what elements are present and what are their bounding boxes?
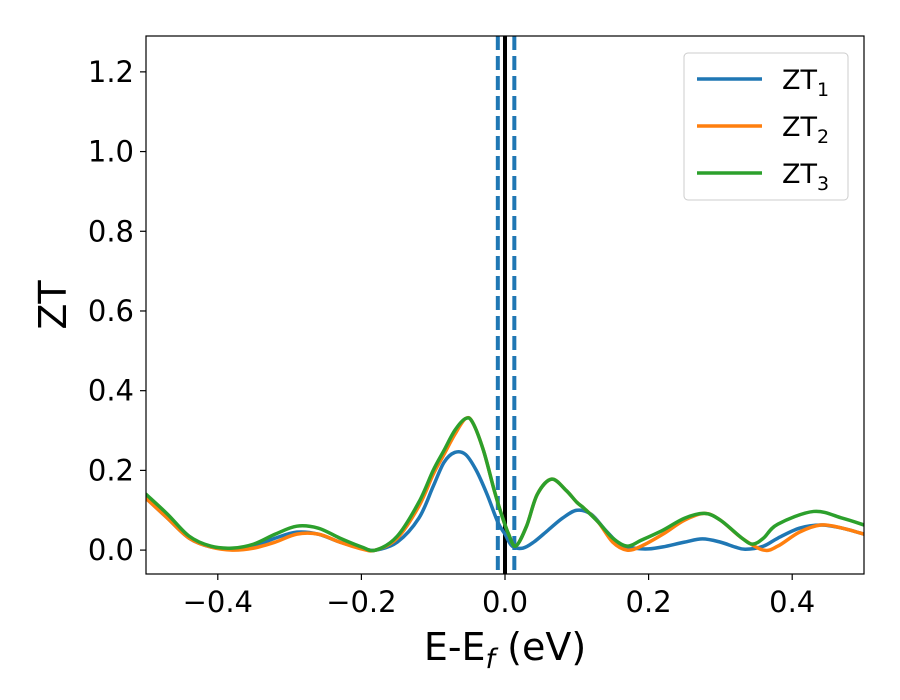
vertical-reference-lines bbox=[495, 36, 517, 574]
x-tick-label: 0.4 bbox=[769, 585, 815, 619]
plot-area bbox=[146, 36, 864, 574]
x-tick-label: −0.2 bbox=[326, 585, 396, 619]
x-axis-label: E-Ef (eV) bbox=[424, 625, 586, 675]
series-lines bbox=[146, 415, 864, 553]
y-axis-label: ZT bbox=[31, 280, 75, 330]
legend-label-2: ZT2 bbox=[782, 112, 829, 148]
y-tick-label: 0.4 bbox=[88, 374, 134, 408]
y-tick-label: 1.0 bbox=[88, 135, 134, 169]
x-tick-label: 0.2 bbox=[626, 585, 672, 619]
legend-label-3: ZT3 bbox=[782, 159, 829, 195]
y-axis: 0.0 0.2 0.4 0.6 0.8 1.0 1.2 bbox=[88, 55, 146, 567]
legend-label-1: ZT1 bbox=[782, 65, 829, 101]
y-tick-label: 0.8 bbox=[88, 214, 134, 248]
legend: ZT1 ZT2 ZT3 bbox=[683, 52, 849, 201]
legend-box bbox=[683, 52, 849, 201]
y-tick-label: 0.0 bbox=[88, 533, 134, 567]
x-tick-label: −0.4 bbox=[183, 585, 253, 619]
x-tick-label: 0.0 bbox=[482, 585, 528, 619]
series-line-3 bbox=[146, 416, 864, 553]
y-tick-label: 1.2 bbox=[88, 55, 134, 89]
y-tick-label: 0.2 bbox=[88, 453, 134, 487]
x-axis: −0.4 −0.2 0.0 0.2 0.4 bbox=[183, 574, 815, 619]
y-tick-label: 0.6 bbox=[88, 294, 134, 328]
